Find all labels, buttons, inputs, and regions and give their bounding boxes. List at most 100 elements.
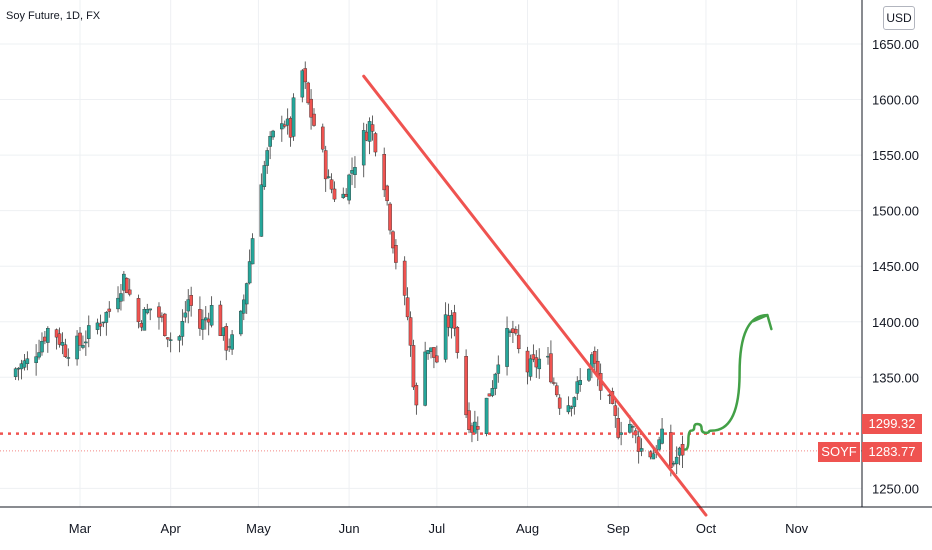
candle [408, 311, 413, 357]
candle-body-up [280, 123, 284, 130]
candle-body-up [183, 312, 188, 318]
candle-body-down [43, 336, 47, 342]
candle-body-down [306, 82, 310, 104]
candle [285, 108, 290, 135]
candle [674, 446, 679, 475]
candle [341, 187, 346, 199]
candle-body-up [341, 193, 346, 198]
candle-body-up [221, 327, 226, 336]
candle [262, 160, 267, 190]
candle [476, 416, 480, 442]
candle [116, 286, 120, 313]
candle [587, 368, 591, 383]
candle-body-down [189, 295, 193, 306]
candle [402, 256, 407, 306]
candle [429, 347, 433, 359]
candle [364, 123, 369, 142]
candle [177, 334, 182, 353]
axes: 1650.00 1600.00 1550.00 1500.00 1450.00 1400.… [0, 0, 932, 536]
candle-body-down [514, 329, 518, 334]
candle-body-down [388, 203, 392, 231]
candle-body-down [467, 410, 471, 431]
candle [493, 372, 498, 396]
candle-body-down [323, 150, 328, 180]
candle [312, 108, 316, 127]
candle-body-down [160, 315, 164, 318]
candle [142, 307, 147, 331]
candle [218, 300, 223, 337]
candle-body-up [81, 345, 85, 348]
candle-body-up [203, 317, 208, 321]
candle [373, 131, 378, 157]
candle-body-down [476, 426, 480, 430]
candle-body-up [244, 283, 249, 305]
candle-body-up [291, 97, 296, 137]
candle-body-up [300, 70, 305, 98]
candle-body-up [268, 136, 272, 147]
candle-body-down [309, 98, 313, 118]
candle [496, 355, 501, 383]
candle-body-up [227, 346, 231, 348]
candle-body-up [101, 321, 106, 324]
candle [549, 340, 553, 384]
candle-body-up [367, 121, 372, 142]
candle [514, 326, 518, 336]
candle-body-up [259, 184, 264, 237]
candle [633, 428, 638, 444]
candles [13, 61, 685, 477]
candle [516, 324, 521, 354]
y-tick-label: 1450.00 [872, 259, 919, 274]
candle [525, 346, 530, 385]
candle [347, 173, 351, 205]
candle-body-down [364, 131, 369, 141]
candle-body-down [402, 260, 407, 296]
grid-lines [0, 0, 862, 507]
candle-body-up [628, 423, 632, 433]
candle [124, 277, 129, 294]
candle-body-down [669, 432, 673, 468]
candle-body-down [525, 350, 530, 373]
candle-body-down [382, 154, 387, 191]
candle [554, 382, 559, 398]
candle-body-up [572, 397, 577, 407]
candle [168, 332, 173, 353]
candle-body-down [487, 393, 492, 397]
candle-body-up [66, 357, 71, 359]
candle [230, 329, 234, 355]
candle [98, 314, 103, 337]
candle-body-down [636, 436, 641, 452]
candle [165, 337, 170, 348]
candle-body-up [639, 448, 644, 452]
candle [426, 349, 430, 360]
candle-body-down [557, 397, 562, 409]
candle [227, 338, 231, 352]
candle [107, 301, 112, 318]
candle [508, 329, 512, 337]
currency-button[interactable]: USD [883, 6, 915, 30]
candle [309, 89, 313, 130]
x-tick-label: Nov [785, 521, 809, 536]
candle [186, 289, 191, 324]
candle [86, 315, 91, 348]
candle-body-up [22, 360, 27, 368]
candle-body-down [165, 337, 170, 340]
candle [101, 321, 106, 328]
candle [180, 309, 185, 346]
candle-body-down [57, 333, 62, 345]
candle [66, 348, 71, 367]
candle [306, 81, 310, 105]
candle-body-up [230, 334, 234, 350]
candle [446, 303, 451, 337]
candle-body-down [163, 313, 167, 336]
candle-body-up [423, 351, 427, 406]
trendline [362, 74, 708, 517]
candle-body-up [119, 293, 123, 302]
candle-body-up [265, 150, 270, 166]
candle-body-up [429, 347, 433, 352]
candle-body-up [177, 336, 182, 341]
candle [329, 173, 334, 194]
candle [148, 308, 153, 321]
candle [490, 380, 495, 398]
